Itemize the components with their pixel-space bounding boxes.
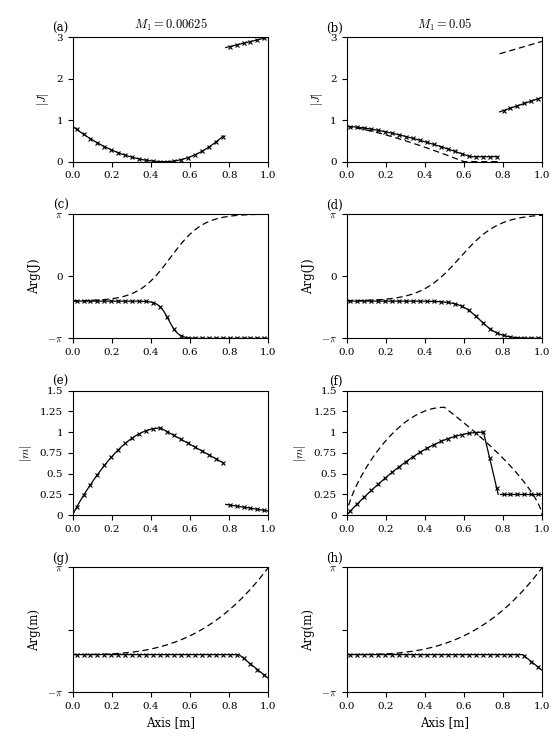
Text: (e): (e) — [53, 375, 69, 388]
Text: (h): (h) — [326, 552, 343, 565]
Text: (d): (d) — [326, 199, 343, 211]
Y-axis label: $|J|$: $|J|$ — [309, 92, 325, 106]
Y-axis label: Arg(m): Arg(m) — [302, 609, 315, 651]
Y-axis label: $|J|$: $|J|$ — [35, 92, 51, 106]
Text: (g): (g) — [52, 552, 69, 565]
X-axis label: Axis [m]: Axis [m] — [420, 716, 469, 729]
Y-axis label: Arg(m): Arg(m) — [29, 609, 41, 651]
Y-axis label: Arg(J): Arg(J) — [302, 258, 315, 294]
Y-axis label: $|m|$: $|m|$ — [18, 444, 34, 462]
X-axis label: Axis [m]: Axis [m] — [146, 716, 195, 729]
Title: $M_1 = 0.05$: $M_1 = 0.05$ — [417, 17, 472, 33]
Text: (b): (b) — [326, 22, 343, 35]
Title: $M_1 = 0.00625$: $M_1 = 0.00625$ — [134, 17, 207, 33]
Text: (f): (f) — [329, 375, 343, 388]
Text: (c): (c) — [53, 199, 69, 211]
Text: (a): (a) — [53, 22, 69, 35]
Y-axis label: $|m|$: $|m|$ — [292, 444, 308, 462]
Y-axis label: Arg(J): Arg(J) — [29, 258, 41, 294]
